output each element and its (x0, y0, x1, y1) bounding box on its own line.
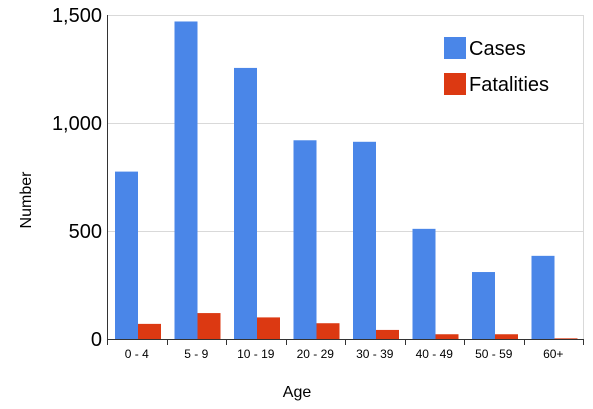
legend: Cases Fatalities (444, 37, 549, 96)
bar-fatalities-10-19 (257, 317, 280, 339)
bar-cases-40-49 (412, 228, 436, 339)
bar-cases-60 (531, 255, 555, 339)
bar-cases-20-29 (293, 140, 317, 339)
x-axis-title: Age (283, 384, 312, 401)
bar-fatalities-60 (554, 338, 578, 339)
bar-fatalities-50-59 (495, 334, 518, 339)
bar-cases-5-9 (174, 21, 198, 339)
x-tick-label: 60+ (543, 347, 563, 361)
bar-cases-0-4 (115, 171, 138, 339)
bar-cases-10-19 (234, 67, 257, 340)
x-tick-label: 30 - 39 (356, 347, 394, 361)
bar-fatalities-40-49 (435, 334, 459, 339)
bars (115, 21, 578, 340)
x-tick-label: 40 - 49 (416, 347, 454, 361)
y-axis-ticks: 0 500 1,000 1,500 (52, 5, 102, 351)
x-tick-label: 10 - 19 (237, 347, 275, 361)
y-axis-title: Number (18, 171, 35, 229)
x-tick-label: 20 - 29 (297, 347, 335, 361)
y-tick-label: 0 (91, 329, 102, 351)
x-tick-label: 5 - 9 (184, 347, 208, 361)
x-tick-label: 50 - 59 (475, 347, 513, 361)
bar-cases-30-39 (353, 141, 376, 339)
bar-cases-50-59 (472, 272, 495, 339)
bar-fatalities-0-4 (138, 323, 161, 339)
y-tick-label: 1,500 (52, 5, 102, 27)
x-axis-ticks: 0 - 4 5 - 9 10 - 19 20 - 29 30 - 39 40 - 49 50… (125, 347, 564, 361)
legend-swatch-cases (444, 37, 466, 59)
axes (107, 15, 584, 345)
bar-fatalities-20-29 (316, 323, 340, 339)
legend-swatch-fatalities (444, 73, 466, 95)
legend-label-cases: Cases (469, 38, 526, 60)
y-tick-label: 500 (69, 221, 102, 243)
bar-fatalities-30-39 (376, 329, 399, 339)
y-tick-label: 1,000 (52, 113, 102, 135)
bar-fatalities-5-9 (197, 313, 221, 339)
legend-label-fatalities: Fatalities (469, 74, 549, 96)
x-tick-label: 0 - 4 (125, 347, 149, 361)
